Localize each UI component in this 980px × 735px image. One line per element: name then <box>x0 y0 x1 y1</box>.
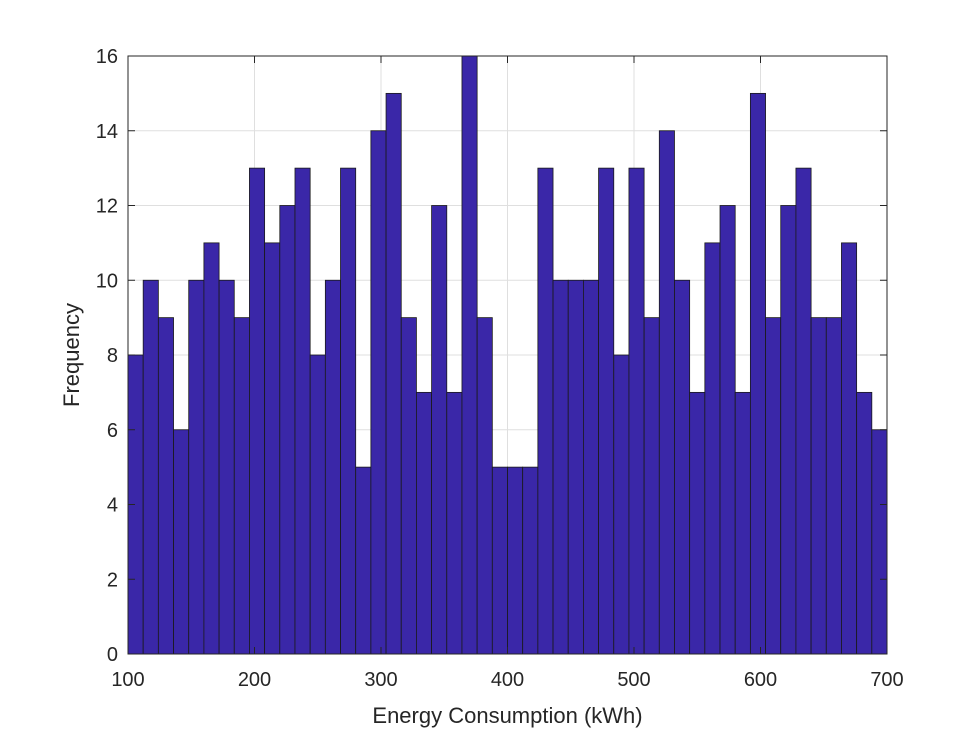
x-tick-label: 700 <box>870 669 903 691</box>
histogram-bar <box>704 242 721 655</box>
histogram-bar <box>810 317 827 655</box>
histogram-bar <box>279 205 296 655</box>
y-tick-label: 10 <box>96 270 118 292</box>
histogram-bar <box>795 167 812 655</box>
x-tick-label: 400 <box>491 669 524 691</box>
histogram-bar <box>416 391 433 655</box>
histogram-bar <box>841 242 858 655</box>
histogram-bar <box>355 466 372 655</box>
y-tick-label: 2 <box>107 569 118 591</box>
histogram-bar <box>856 391 873 655</box>
histogram-bar <box>689 391 706 655</box>
histogram-bar <box>749 92 766 655</box>
y-tick-label: 8 <box>107 345 118 367</box>
y-axis-label: Frequency <box>59 303 84 407</box>
histogram-bar <box>431 205 448 655</box>
histogram-bar <box>522 466 539 655</box>
histogram-bar <box>157 317 174 655</box>
histogram-bar <box>188 279 205 655</box>
histogram-bar <box>400 317 417 655</box>
histogram-bar <box>583 279 599 655</box>
histogram-bar <box>249 167 266 655</box>
histogram-bar <box>719 205 736 655</box>
histogram-bar <box>173 429 190 655</box>
histogram-bar <box>765 317 782 655</box>
y-tick-label: 4 <box>107 495 118 517</box>
histogram-bar <box>598 167 615 655</box>
histogram-bar <box>658 130 675 655</box>
histogram-bar <box>871 429 888 655</box>
histogram-bar <box>264 242 281 655</box>
histogram-bar <box>643 317 660 655</box>
x-tick-label: 100 <box>111 669 144 691</box>
histogram-bar <box>628 167 645 655</box>
histogram-bar <box>203 242 220 655</box>
histogram-bar <box>446 391 463 655</box>
histogram-bar <box>537 167 554 655</box>
histogram-bar <box>218 279 235 655</box>
histogram-bar <box>491 466 508 655</box>
histogram-bar <box>674 279 691 655</box>
histogram-bar <box>613 354 630 655</box>
histogram-bar <box>507 466 524 655</box>
x-tick-label: 200 <box>238 669 271 691</box>
x-tick-label: 600 <box>744 669 777 691</box>
x-axis-label: Energy Consumption (kWh) <box>372 703 642 728</box>
histogram-bar <box>324 279 341 655</box>
x-tick-label: 300 <box>364 669 397 691</box>
axis-ticks: 100 200 300 400 500 600 700 0 2 4 6 8 10 12 14 16 <box>96 46 904 691</box>
y-tick-label: 16 <box>96 46 118 68</box>
x-tick-label: 500 <box>617 669 650 691</box>
histogram-bar <box>552 279 569 655</box>
histogram-bar <box>233 317 250 655</box>
y-tick-label: 6 <box>107 420 118 442</box>
histogram-bar <box>461 55 478 655</box>
histogram-bar <box>340 167 357 655</box>
histogram-bar <box>309 354 326 655</box>
histogram-bar <box>734 391 751 655</box>
y-tick-label: 12 <box>96 196 118 218</box>
histogram-bar <box>780 205 797 655</box>
y-tick-label: 0 <box>107 644 118 666</box>
histogram-bar <box>476 317 493 655</box>
histogram-bar <box>385 92 402 655</box>
histogram-bars <box>127 55 888 655</box>
histogram-bar <box>370 130 387 655</box>
y-tick-label: 14 <box>96 121 118 143</box>
histogram-bar <box>294 167 311 655</box>
histogram-bar <box>825 317 842 655</box>
histogram-bar <box>142 279 159 655</box>
histogram-bar <box>567 279 584 655</box>
